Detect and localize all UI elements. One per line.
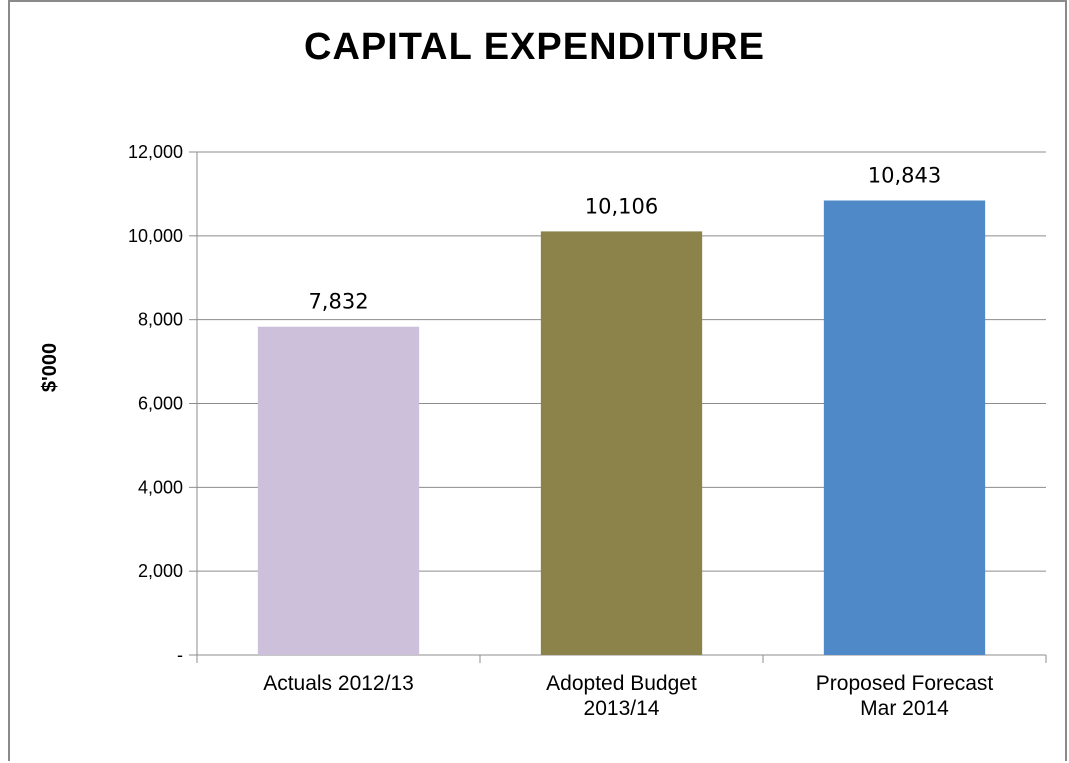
- chart-title: CAPITAL EXPENDITURE: [304, 26, 765, 68]
- category-label-line: Mar 2014: [860, 697, 949, 720]
- category-label: Actuals 2012/13: [263, 672, 414, 695]
- y-tick-label: 4,000: [138, 477, 183, 497]
- category-label-line: Adopted Budget: [546, 672, 697, 695]
- bar: [823, 200, 986, 655]
- y-tick-label: 12,000: [128, 142, 183, 162]
- category-label: Adopted Budget 2013/14: [546, 672, 697, 720]
- data-label: 7,832: [308, 290, 368, 314]
- category-label: Proposed Forecast Mar 2014: [816, 672, 994, 720]
- data-label: 10,843: [868, 163, 941, 187]
- category-label-line: 2013/14: [584, 697, 660, 720]
- y-tick-label: 6,000: [138, 394, 183, 414]
- data-label: 10,106: [585, 194, 658, 218]
- bar: [257, 326, 420, 655]
- y-tick-label: -: [177, 645, 183, 665]
- category-label-line: Proposed Forecast: [816, 672, 994, 695]
- y-tick-label: 2,000: [138, 561, 183, 581]
- y-axis-label: $'000: [39, 343, 61, 392]
- y-tick-label: 10,000: [128, 226, 183, 246]
- y-tick-label: 8,000: [138, 310, 183, 330]
- bar: [540, 231, 703, 655]
- category-label-line: Actuals 2012/13: [263, 672, 414, 695]
